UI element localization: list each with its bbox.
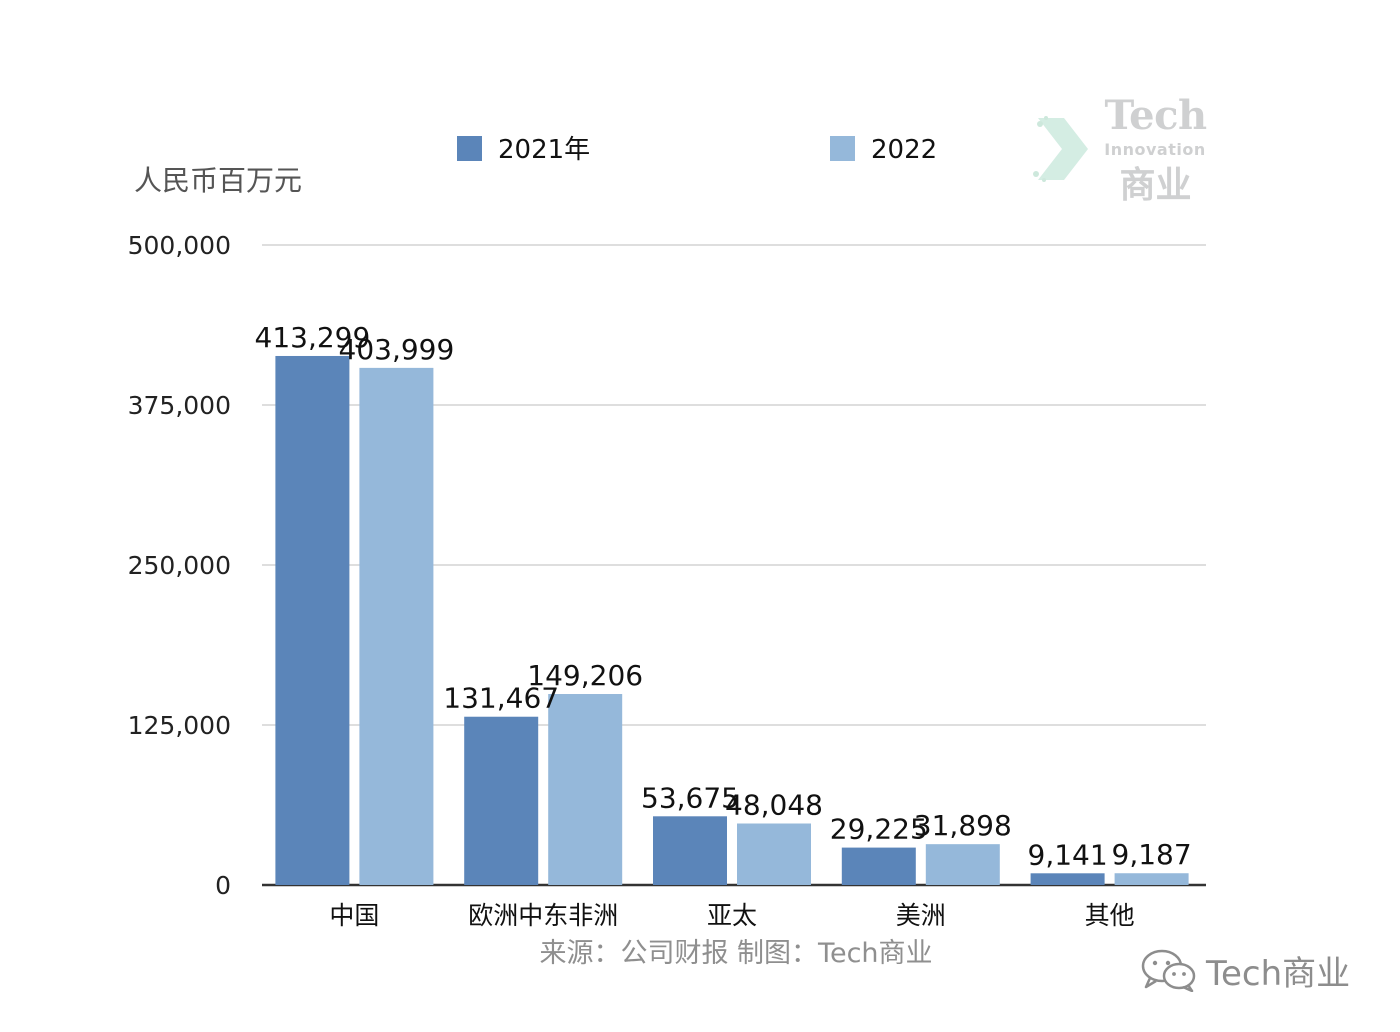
bar (925, 844, 1000, 885)
chevron-logo-icon (1033, 116, 1088, 182)
legend-swatch (830, 136, 855, 161)
x-tick-label: 亚太 (707, 901, 757, 930)
x-tick-label: 中国 (329, 901, 379, 930)
bar (275, 355, 350, 885)
legend-label: 2021年 (498, 135, 590, 165)
y-tick-label: 0 (215, 871, 231, 900)
y-tick-label: 250,000 (128, 551, 231, 580)
bar (653, 816, 727, 885)
bar (1030, 873, 1105, 885)
bar (464, 716, 539, 885)
data-label: 149,206 (527, 659, 643, 692)
bar (737, 823, 811, 885)
data-label: 131,467 (443, 682, 559, 715)
source-caption: 来源：公司财报 制图：Tech商业 (539, 938, 932, 969)
wechat-account-name: Tech商业 (1206, 953, 1351, 994)
data-label: 48,048 (725, 788, 823, 821)
y-axis-unit-label: 人民币百万元 (134, 164, 302, 197)
x-tick-label: 其他 (1085, 901, 1135, 930)
data-label: 413,299 (255, 321, 371, 354)
bar (1114, 873, 1189, 885)
wechat-icon (1141, 949, 1196, 992)
x-tick-label: 欧洲中东非洲 (468, 901, 618, 930)
data-label: 9,141 (1028, 838, 1108, 871)
bar (359, 367, 434, 885)
bars (275, 355, 1189, 885)
legend: 2021年 2022 (457, 135, 937, 165)
tech-innovation-logo: Tech Innovation 商业 (1028, 92, 1218, 206)
bar (841, 847, 916, 885)
bar (548, 694, 623, 885)
y-tick-label: 375,000 (128, 391, 231, 420)
data-label: 29,225 (830, 813, 928, 846)
x-tick-label: 美洲 (896, 901, 946, 930)
logo-text-innovation: Innovation (1104, 140, 1206, 159)
data-label: 403,999 (339, 333, 455, 366)
wechat-watermark: Tech商业 (1140, 946, 1350, 994)
legend-label: 2022 (871, 135, 937, 165)
y-tick-label: 125,000 (128, 711, 231, 740)
y-tick-label: 500,000 (128, 231, 231, 260)
logo-text-chinese: 商业 (1119, 165, 1192, 206)
x-axis-ticks: 中国 欧洲中东非洲 亚太 美洲 其他 (329, 901, 1134, 930)
data-label: 9,187 (1112, 838, 1192, 871)
logo-text-tech: Tech (1104, 92, 1207, 139)
data-label: 31,898 (914, 809, 1012, 842)
data-label: 53,675 (641, 781, 739, 814)
y-axis-ticks: 0 125,000 250,000 375,000 500,000 (128, 231, 231, 900)
legend-swatch (457, 136, 482, 161)
